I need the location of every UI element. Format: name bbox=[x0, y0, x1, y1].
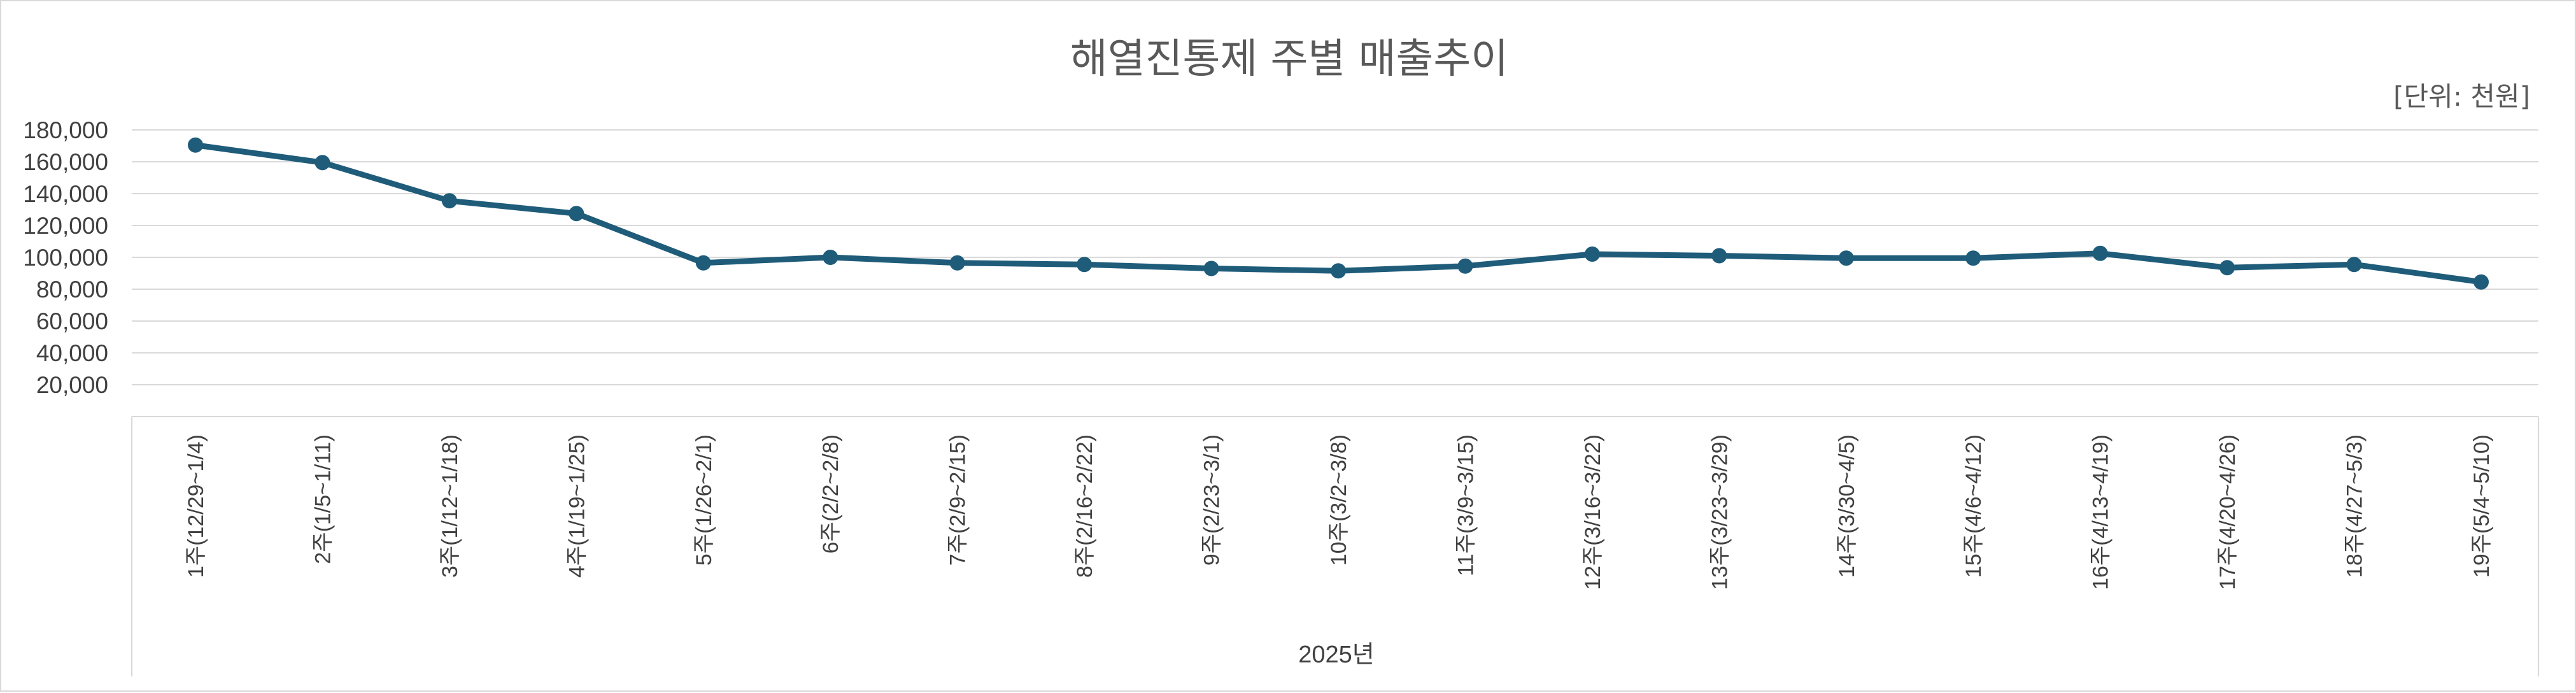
chart-title: 해열진통제 주별 매출추이 bbox=[1070, 36, 1508, 83]
x-tick-label: 15주(4/6~4/12) bbox=[1962, 434, 1986, 578]
x-tick-label: 18주(4/27~5/3) bbox=[2343, 434, 2367, 578]
x-axis-title: 2025년 bbox=[1298, 641, 1375, 668]
x-tick-label: 13주(3/23~3/29) bbox=[1708, 434, 1732, 590]
x-tick-label: 5주(1/26~2/1) bbox=[692, 434, 716, 566]
axes bbox=[131, 416, 2539, 676]
data-markers bbox=[188, 137, 2489, 290]
y-tick-label: 80,000 bbox=[36, 276, 108, 303]
data-point bbox=[2092, 245, 2108, 261]
x-tick-label: 16주(4/13~4/19) bbox=[2089, 434, 2113, 590]
data-point bbox=[823, 250, 839, 265]
y-tick-label: 120,000 bbox=[23, 213, 108, 239]
x-tick-label: 6주(2/2~2/8) bbox=[819, 434, 843, 554]
x-tick-label: 4주(1/19~1/25) bbox=[565, 434, 589, 578]
data-point bbox=[949, 255, 965, 271]
x-axis-ticks: 1주(12/29~1/4) 2주(1/5~1/11) 3주(1/12~1/18) 4주… bbox=[184, 434, 2494, 590]
y-tick-label: 20,000 bbox=[36, 372, 108, 398]
data-point bbox=[1077, 257, 1093, 273]
data-point bbox=[1457, 258, 1473, 274]
data-point bbox=[2473, 274, 2489, 290]
x-tick-label: 2주(1/5~1/11) bbox=[311, 434, 335, 564]
series-line-group bbox=[192, 142, 2484, 285]
y-tick-label: 60,000 bbox=[36, 308, 108, 334]
y-tick-label: 160,000 bbox=[23, 149, 108, 175]
data-point bbox=[188, 137, 203, 153]
x-tick-label: 10주(3/2~3/8) bbox=[1327, 434, 1351, 566]
data-point bbox=[569, 206, 584, 222]
x-tick-label: 7주(2/9~2/15) bbox=[946, 434, 970, 566]
y-axis-ticks: 20,000 40,000 60,000 80,000 100,000 120,000 14… bbox=[23, 117, 108, 398]
y-tick-label: 40,000 bbox=[36, 340, 108, 366]
y-tick-label: 100,000 bbox=[23, 245, 108, 271]
gridlines bbox=[132, 129, 2538, 385]
data-point bbox=[1838, 250, 1854, 266]
data-point bbox=[2219, 260, 2235, 276]
data-point bbox=[441, 193, 457, 209]
x-tick-label: 17주(4/20~4/26) bbox=[2216, 434, 2240, 590]
data-point bbox=[1331, 263, 1346, 279]
data-point bbox=[1711, 248, 1727, 264]
data-point bbox=[315, 155, 330, 171]
x-tick-label: 11주(3/9~3/15) bbox=[1454, 434, 1478, 576]
data-point bbox=[695, 255, 711, 271]
unit-label: [단위: 천원] bbox=[2393, 81, 2530, 112]
x-tick-label: 3주(1/12~1/18) bbox=[438, 434, 462, 578]
data-point bbox=[1965, 250, 1981, 266]
data-point bbox=[1584, 246, 1600, 262]
data-point bbox=[2346, 257, 2362, 273]
x-tick-label: 12주(3/16~3/22) bbox=[1581, 434, 1605, 590]
series-line bbox=[192, 142, 2484, 285]
y-tick-label: 140,000 bbox=[23, 181, 108, 207]
x-tick-label: 19주(5/4~5/10) bbox=[2470, 434, 2494, 578]
x-tick-label: 1주(12/29~1/4) bbox=[184, 434, 208, 578]
x-tick-label: 14주(3/30~4/5) bbox=[1835, 434, 1859, 578]
x-tick-label: 9주(2/23~3/1) bbox=[1200, 434, 1224, 566]
data-point bbox=[1203, 261, 1219, 276]
x-tick-label: 8주(2/16~2/22) bbox=[1073, 434, 1097, 578]
y-tick-label: 180,000 bbox=[23, 117, 108, 143]
